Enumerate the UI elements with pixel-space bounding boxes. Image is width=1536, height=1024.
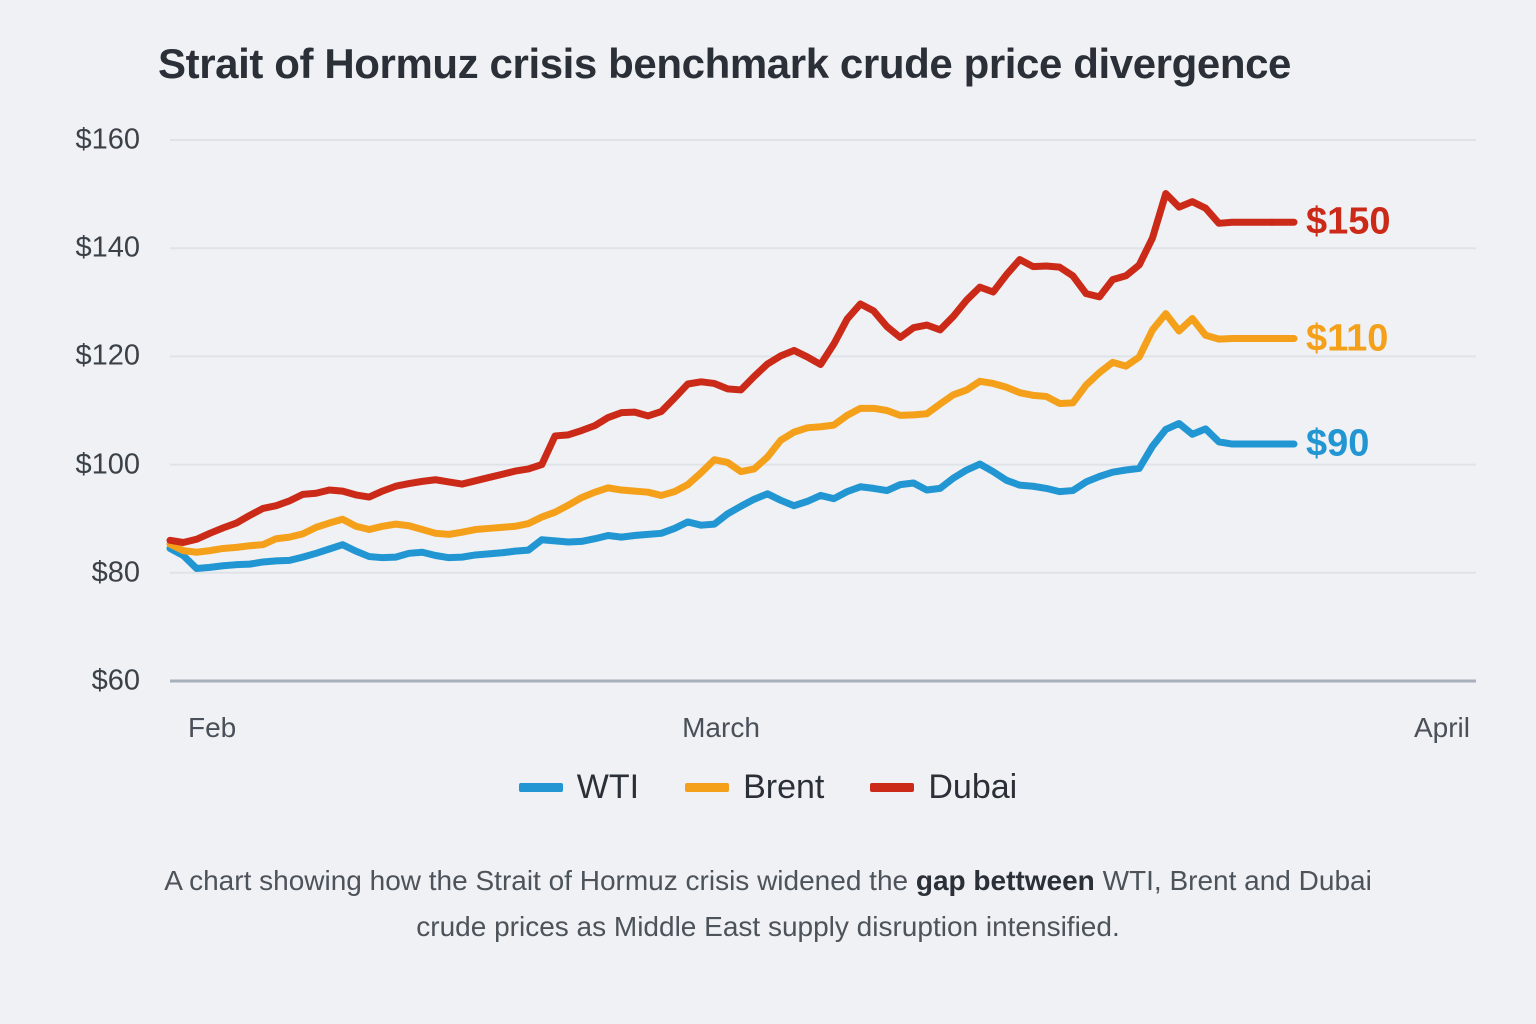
y-axis-tick-label: $160 — [75, 123, 140, 156]
caption-part-1: A chart showing how the Strait of Hormuz… — [164, 865, 916, 896]
caption-bold-phrase: gap bettween — [915, 865, 1095, 896]
y-axis-tick-label: $80 — [91, 556, 140, 589]
legend-swatch-icon — [685, 783, 730, 792]
chart-caption: A chart showing how the Strait of Hormuz… — [148, 858, 1388, 950]
end-label-dubai: $150 — [1306, 200, 1391, 243]
series-line-brent — [166, 310, 1276, 556]
legend-item-dubai[interactable]: Dubai — [870, 768, 1017, 807]
legend-swatch-icon — [518, 783, 563, 792]
legend-item-wti[interactable]: WTI — [518, 768, 640, 807]
y-axis-tick-label: $60 — [91, 664, 140, 697]
chart-legend: WTI Brent Dubai — [0, 768, 1536, 807]
legend-item-brent[interactable]: Brent — [685, 768, 824, 807]
series-line-dubai — [166, 190, 1276, 546]
y-axis-tick-label: $100 — [75, 448, 140, 481]
y-axis: $160 $140 $120 $100 $80 $60 — [0, 0, 140, 1024]
y-axis-tick-label: $140 — [75, 231, 140, 264]
y-axis-tick-label: $120 — [75, 339, 140, 372]
x-axis-tick-label: Feb — [188, 712, 237, 743]
series-line-wti — [166, 419, 1276, 572]
legend-label: Brent — [743, 768, 825, 806]
caption-part-2: WTI, Brent and Dubai crude prices as Mid… — [416, 865, 1372, 943]
x-axis-tick-label: April — [1413, 712, 1470, 743]
end-label-wti: $90 — [1306, 422, 1370, 465]
chart-title: Strait of Hormuz crisis benchmark crude … — [158, 40, 1291, 87]
legend-swatch-icon — [870, 783, 915, 792]
x-axis-tick-label: March — [682, 712, 760, 743]
legend-label: Dubai — [928, 768, 1018, 806]
end-label-brent: $110 — [1306, 317, 1389, 360]
legend-label: WTI — [576, 768, 640, 806]
